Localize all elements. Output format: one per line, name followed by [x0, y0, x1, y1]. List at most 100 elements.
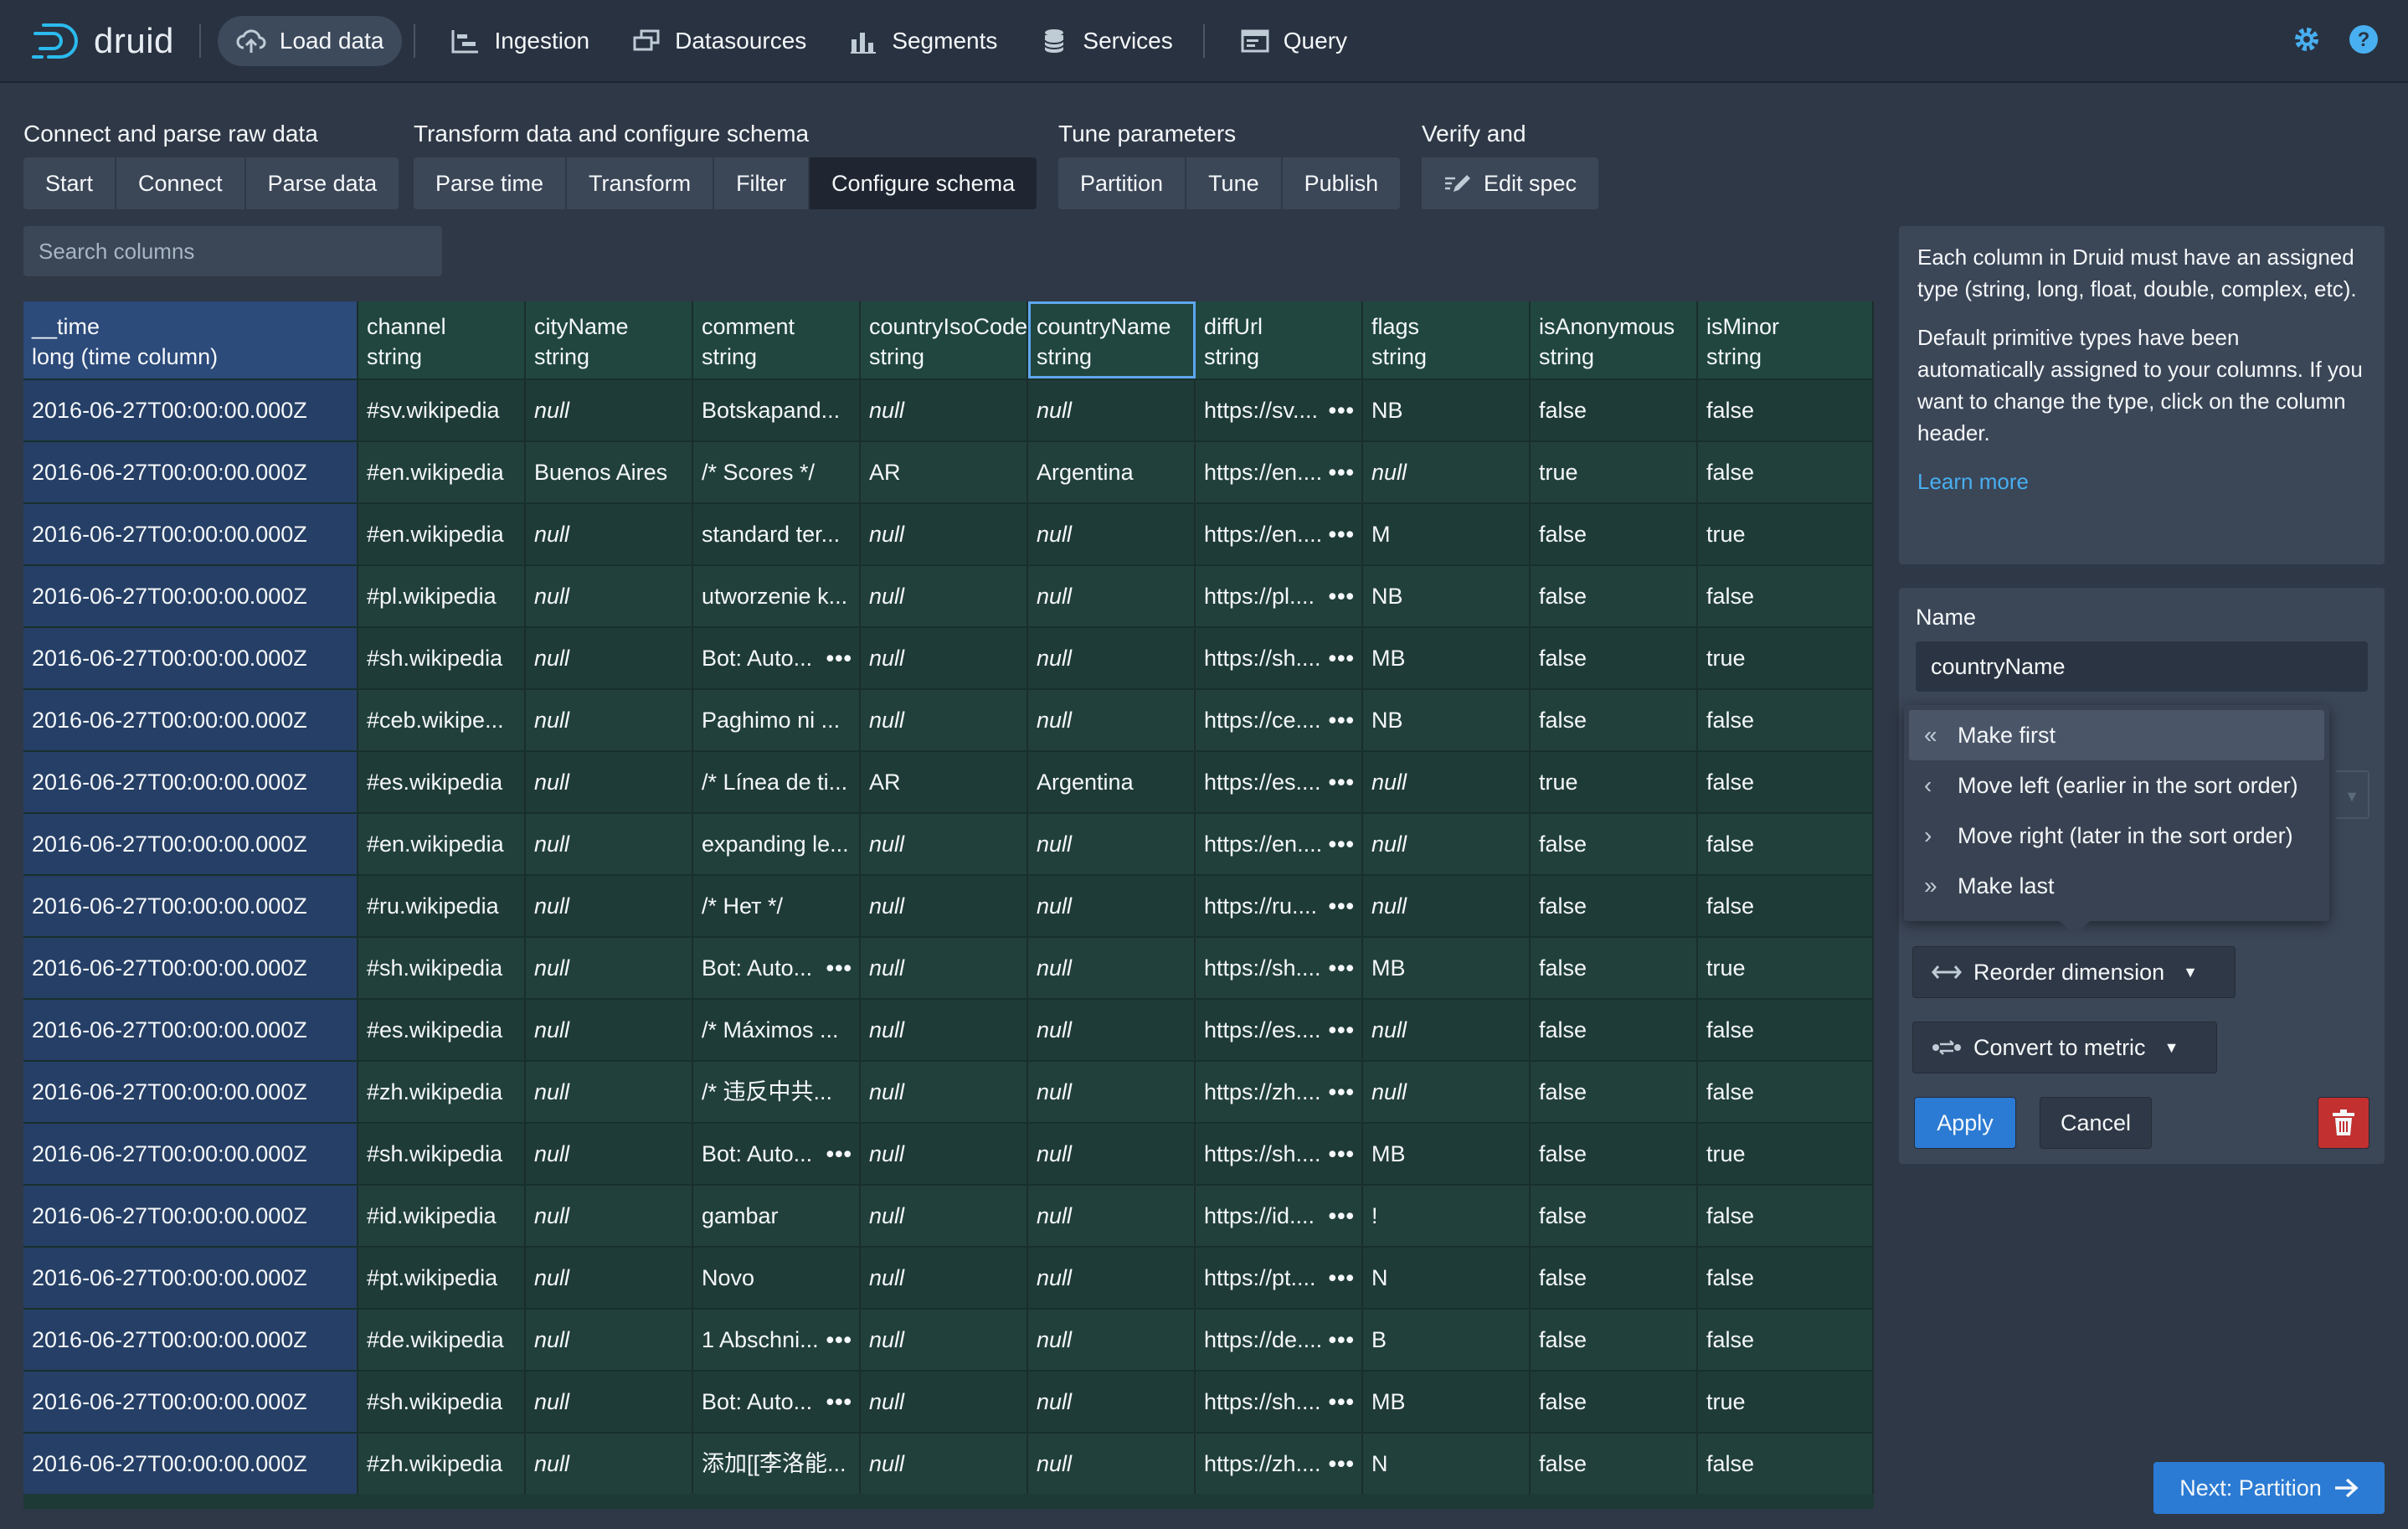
- cancel-button[interactable]: Cancel: [2040, 1097, 2152, 1149]
- more-icon[interactable]: •••: [1328, 1079, 1355, 1104]
- nav-services[interactable]: Services: [1021, 16, 1191, 66]
- more-icon[interactable]: •••: [1328, 1265, 1355, 1290]
- nav-ingestion[interactable]: Ingestion: [432, 16, 608, 66]
- table-cell: null: [1028, 1310, 1196, 1370]
- more-icon[interactable]: •••: [826, 646, 852, 671]
- more-icon[interactable]: •••: [826, 1141, 852, 1166]
- more-icon[interactable]: •••: [1328, 708, 1355, 733]
- menu-move-left[interactable]: ‹ Move left (earlier in the sort order): [1909, 760, 2324, 811]
- nav-query[interactable]: Query: [1222, 16, 1366, 66]
- more-icon[interactable]: •••: [1328, 831, 1355, 857]
- nav-segments[interactable]: Segments: [830, 16, 1016, 66]
- step-edit-spec[interactable]: Edit spec: [1422, 157, 1599, 209]
- menu-make-first[interactable]: « Make first: [1909, 710, 2324, 760]
- info-text: Each column in Druid must have an assign…: [1917, 245, 2357, 301]
- column-header[interactable]: cityName string: [526, 301, 693, 378]
- nav-datasources[interactable]: Datasources: [613, 16, 825, 66]
- column-header[interactable]: isMinor string: [1698, 301, 1874, 378]
- convert-to-metric-button[interactable]: Convert to metric ▼: [1912, 1022, 2217, 1073]
- table-cell: https://sh.... •••: [1196, 938, 1363, 998]
- name-input[interactable]: countryName: [1916, 641, 2368, 692]
- more-icon[interactable]: •••: [1328, 1451, 1355, 1476]
- table-cell: N: [1363, 1248, 1531, 1308]
- more-icon[interactable]: •••: [1328, 1141, 1355, 1166]
- menu-move-right[interactable]: › Move right (later in the sort order): [1909, 811, 2324, 861]
- column-header[interactable]: countryIsoCode string: [861, 301, 1028, 378]
- step-transform[interactable]: Transform: [567, 157, 715, 209]
- cell-value: NB: [1371, 584, 1403, 609]
- more-icon[interactable]: •••: [1328, 770, 1355, 795]
- cell-value: expanding le...: [702, 831, 849, 857]
- cell-value: #sh.wikipedia: [367, 955, 503, 981]
- delete-button[interactable]: [2318, 1097, 2369, 1149]
- step-publish[interactable]: Publish: [1282, 157, 1401, 209]
- step-partition[interactable]: Partition: [1058, 157, 1187, 209]
- cell-value: null: [534, 1079, 570, 1104]
- column-header[interactable]: channel string: [358, 301, 526, 378]
- chevron-left-icon: ‹: [1924, 772, 1932, 798]
- cell-value: Bot: Auto...: [702, 955, 813, 981]
- column-header[interactable]: flags string: [1363, 301, 1531, 378]
- learn-more-link[interactable]: Learn more: [1917, 469, 2029, 494]
- table-cell: true: [1531, 442, 1698, 502]
- table-cell: AR: [861, 752, 1028, 812]
- step-connect[interactable]: Connect: [116, 157, 246, 209]
- druid-logo[interactable]: druid: [32, 16, 174, 66]
- apply-button[interactable]: Apply: [1914, 1097, 2016, 1149]
- column-header[interactable]: isAnonymous string: [1531, 301, 1698, 378]
- table-cell: false: [1698, 690, 1874, 750]
- step-parse-data[interactable]: Parse data: [245, 157, 399, 209]
- more-icon[interactable]: •••: [1328, 460, 1355, 485]
- step-group-transform: Transform data and configure schema Pars…: [414, 116, 1037, 209]
- gear-icon[interactable]: [2291, 23, 2323, 55]
- more-icon[interactable]: •••: [1328, 646, 1355, 671]
- menu-label: Make first: [1958, 722, 2056, 748]
- table-cell: #de.wikipedia: [358, 1310, 526, 1370]
- table-cell: null: [526, 1372, 693, 1432]
- type-select-caret-icon[interactable]: ▼: [2336, 770, 2369, 819]
- step-parse-time[interactable]: Parse time: [414, 157, 568, 209]
- cell-value: null: [1371, 770, 1407, 795]
- more-icon[interactable]: •••: [826, 1327, 852, 1352]
- step-filter[interactable]: Filter: [714, 157, 810, 209]
- help-icon[interactable]: ?: [2348, 23, 2380, 55]
- more-icon[interactable]: •••: [1328, 1203, 1355, 1228]
- column-header[interactable]: diffUrl string: [1196, 301, 1363, 378]
- menu-make-last[interactable]: » Make last: [1909, 861, 2324, 911]
- cell-value: 2016-06-27T00:00:00.000Z: [32, 398, 307, 423]
- more-icon[interactable]: •••: [1328, 955, 1355, 981]
- column-header[interactable]: __time long (time column): [23, 301, 358, 378]
- more-icon[interactable]: •••: [1328, 1017, 1355, 1042]
- table-cell: false: [1698, 442, 1874, 502]
- more-icon[interactable]: •••: [1328, 1327, 1355, 1352]
- step-configure-schema[interactable]: Configure schema: [810, 157, 1037, 209]
- more-icon[interactable]: •••: [1328, 398, 1355, 423]
- next-partition-button[interactable]: Next: Partition: [2153, 1462, 2385, 1514]
- nav-load-data[interactable]: Load data: [217, 15, 403, 66]
- cell-value: null: [1037, 708, 1073, 733]
- search-columns-input[interactable]: Search columns: [23, 226, 442, 276]
- cell-value: false: [1706, 770, 1755, 795]
- cell-value: #pt.wikipedia: [367, 1265, 498, 1290]
- cell-value: B: [1371, 1327, 1387, 1352]
- table-cell: https://en.... •••: [1196, 814, 1363, 874]
- cell-value: false: [1539, 584, 1587, 609]
- column-type: string: [1706, 344, 1762, 369]
- more-icon[interactable]: •••: [1328, 893, 1355, 919]
- step-tune[interactable]: Tune: [1186, 157, 1283, 209]
- step-start[interactable]: Start: [23, 157, 117, 209]
- more-icon[interactable]: •••: [826, 955, 852, 981]
- more-icon[interactable]: •••: [1328, 1389, 1355, 1414]
- reorder-dimension-button[interactable]: Reorder dimension ▼: [1912, 946, 2236, 998]
- cell-value: null: [1037, 1017, 1073, 1042]
- column-header[interactable]: comment string: [693, 301, 861, 378]
- column-header[interactable]: countryName string: [1028, 301, 1196, 378]
- cell-value: false: [1539, 522, 1587, 547]
- table-cell: Argentina: [1028, 752, 1196, 812]
- double-chevron-left-icon: «: [1924, 722, 1937, 748]
- chevron-right-icon: ›: [1924, 822, 1932, 848]
- more-icon[interactable]: •••: [826, 1389, 852, 1414]
- more-icon[interactable]: •••: [1328, 522, 1355, 547]
- more-icon[interactable]: •••: [1328, 584, 1355, 609]
- table-cell: null: [526, 1248, 693, 1308]
